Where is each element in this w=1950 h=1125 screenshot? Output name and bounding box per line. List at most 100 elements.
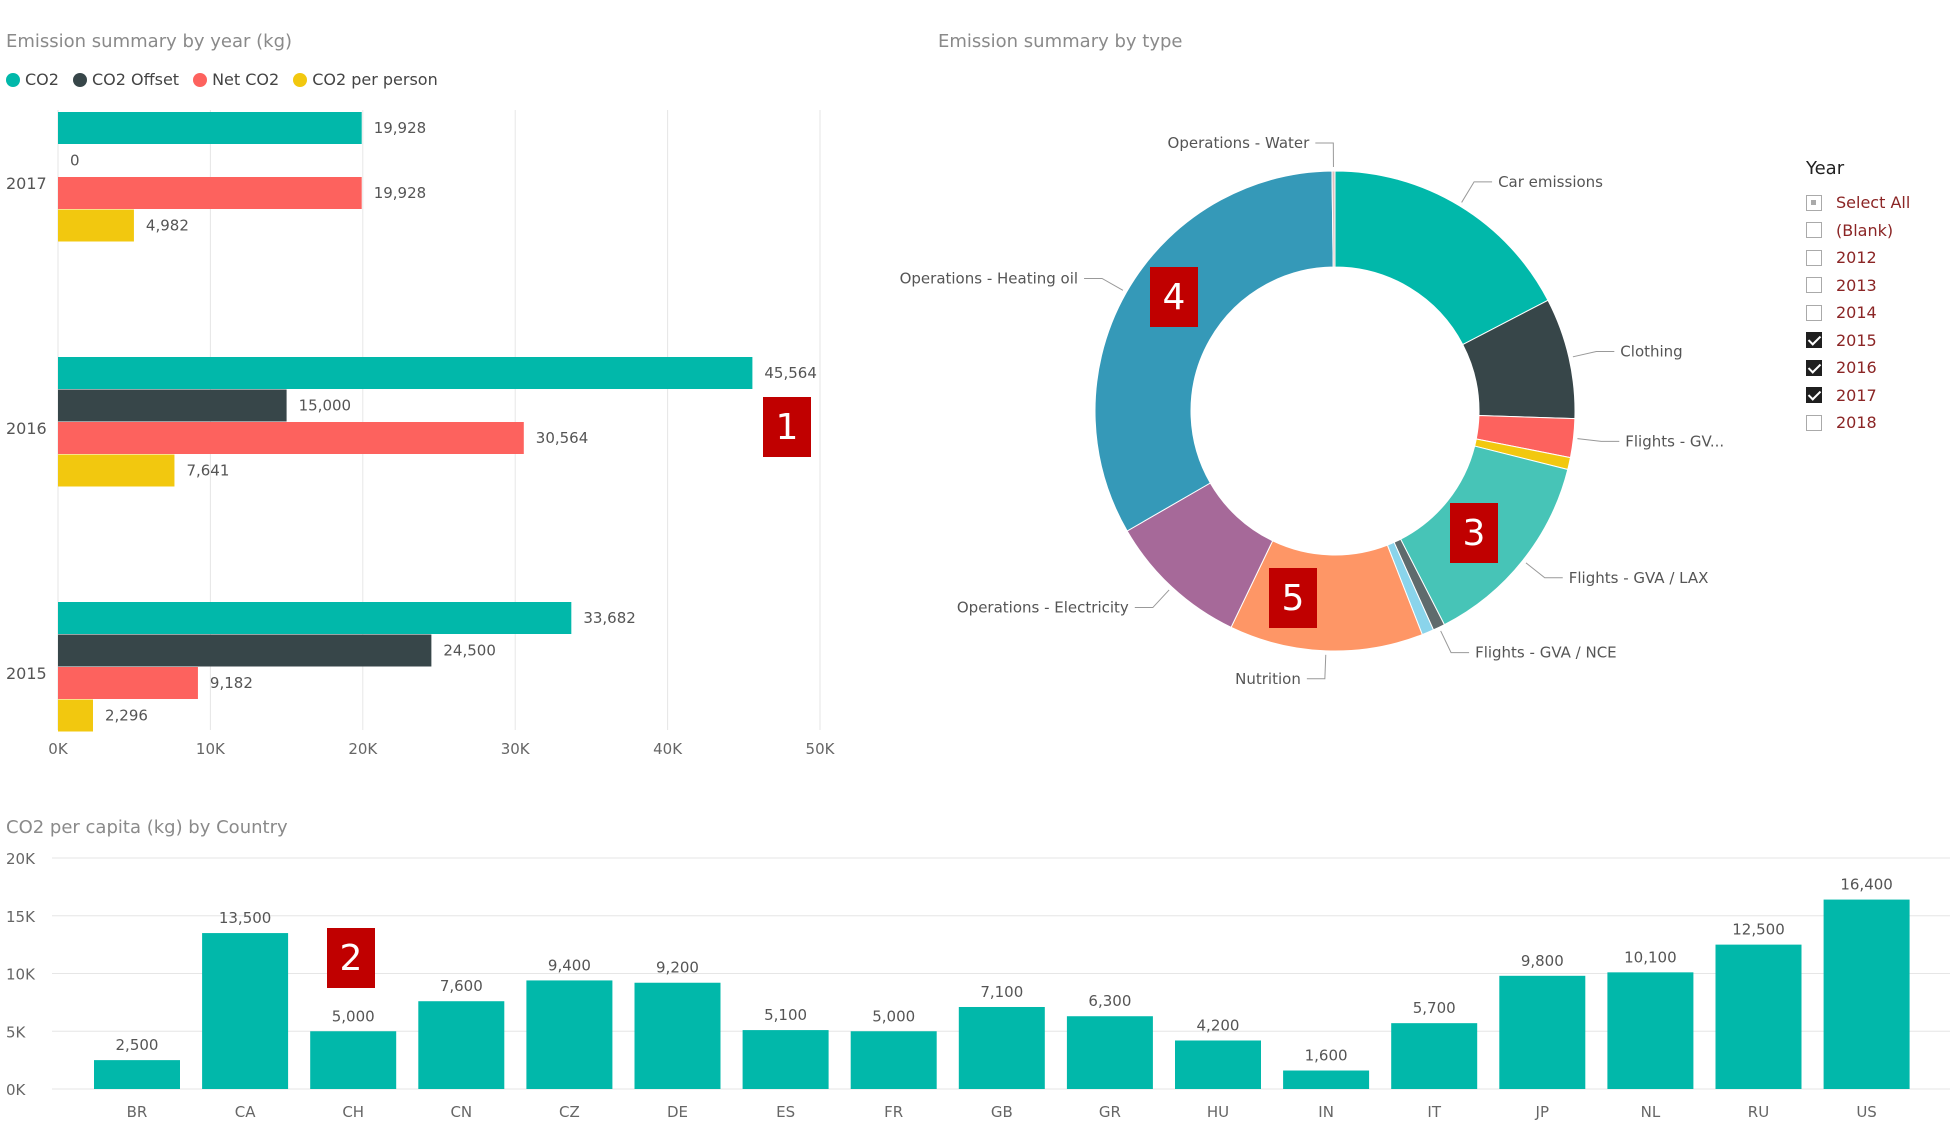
slicer-item[interactable]: 2018 xyxy=(1806,409,1946,437)
slicer-item[interactable]: 2017 xyxy=(1806,382,1946,410)
data-label: 30,564 xyxy=(536,429,589,447)
data-label: 33,682 xyxy=(583,609,636,627)
x-category-label: IN xyxy=(1318,1103,1334,1121)
bar-co2 xyxy=(58,112,362,144)
x-category-label: JP xyxy=(1535,1103,1549,1121)
checkbox[interactable] xyxy=(1806,414,1822,431)
slicer-item-label: 2018 xyxy=(1836,413,1877,433)
slicer-item[interactable]: 2015 xyxy=(1806,327,1946,355)
legend-dot-co2-per-person xyxy=(293,72,308,87)
emission-by-type-donut: Car emissions Clothing Flights - GV... Flig… xyxy=(900,134,1724,688)
data-label: 4,982 xyxy=(146,217,189,235)
chart-title-by-country: CO2 per capita (kg) by Country xyxy=(6,817,288,838)
bar-co2-per-person xyxy=(58,209,134,242)
x-category-label: HU xyxy=(1207,1103,1229,1121)
slice-label: Operations - Water xyxy=(1168,134,1311,152)
slicer-item[interactable]: 2013 xyxy=(1806,272,1946,300)
country-bar xyxy=(310,1031,397,1089)
data-label: 0 xyxy=(70,152,80,170)
x-tick-label: 40K xyxy=(653,740,683,758)
annotation-marker-1: 1 xyxy=(763,397,811,457)
y-category-label: 2015 xyxy=(6,664,47,683)
leader-line xyxy=(1306,654,1327,680)
x-category-label: GB xyxy=(991,1103,1013,1121)
data-label: 7,641 xyxy=(186,462,229,480)
country-bar xyxy=(1391,1023,1478,1089)
legend-dot-net-co2 xyxy=(193,72,208,87)
slicer-item[interactable]: (Blank) xyxy=(1806,217,1946,245)
annotation-marker-3: 3 xyxy=(1450,503,1498,563)
y-tick-label: 10K xyxy=(6,966,36,984)
data-label: 5,700 xyxy=(1413,999,1456,1017)
data-label: 6,300 xyxy=(1088,992,1131,1010)
slicer-item-label: 2012 xyxy=(1836,248,1877,268)
x-category-label: ES xyxy=(776,1103,795,1121)
leader-line xyxy=(1572,350,1615,358)
x-category-label: NL xyxy=(1641,1103,1661,1121)
leader-line xyxy=(1461,181,1493,203)
slicer-item-label: 2016 xyxy=(1836,358,1877,378)
country-bar xyxy=(1499,975,1586,1089)
legend-dot-co2 xyxy=(6,72,20,87)
chart-title-by-year: Emission summary by year (kg) xyxy=(6,31,293,52)
country-bar xyxy=(850,1031,937,1089)
chart-title-by-type: Emission summary by type xyxy=(938,31,1183,52)
legend-by-year: CO2 CO2 Offset Net CO2 CO2 per person xyxy=(6,70,438,89)
x-category-label: RU xyxy=(1748,1103,1769,1121)
y-tick-label: 0K xyxy=(6,1081,27,1099)
bar-co2-offset xyxy=(58,634,432,667)
checkbox[interactable] xyxy=(1806,359,1822,376)
legend-item-co2[interactable]: CO2 xyxy=(6,70,59,89)
slicer-item[interactable]: 2016 xyxy=(1806,354,1946,382)
checkbox[interactable] xyxy=(1806,332,1822,349)
data-label: 9,800 xyxy=(1521,952,1564,970)
checkbox[interactable] xyxy=(1806,222,1822,239)
country-bar xyxy=(1715,944,1802,1089)
bar-net-co2 xyxy=(58,667,198,699)
country-bar xyxy=(958,1006,1045,1089)
data-label: 19,928 xyxy=(374,184,427,202)
slicer-item[interactable]: Select All xyxy=(1806,189,1946,217)
slice-label: Nutrition xyxy=(1235,670,1301,688)
country-bar xyxy=(1283,1070,1370,1089)
data-label: 4,200 xyxy=(1197,1016,1240,1034)
x-category-label: GR xyxy=(1099,1103,1121,1121)
checkbox[interactable] xyxy=(1806,194,1822,211)
checkbox[interactable] xyxy=(1806,387,1822,404)
slice-label: Flights - GV... xyxy=(1625,432,1724,450)
year-slicer: Year Select All (Blank) 2012 2013 2014 2015 20… xyxy=(1806,158,1946,437)
legend-dot-co2-offset xyxy=(72,72,87,87)
data-label: 13,500 xyxy=(219,909,272,927)
slicer-item-label: Select All xyxy=(1836,193,1911,213)
slicer-item[interactable]: 2014 xyxy=(1806,299,1946,327)
legend-label: CO2 Offset xyxy=(91,70,180,89)
x-tick-label: 10K xyxy=(196,740,226,758)
slice-label: Operations - Electricity xyxy=(957,599,1129,617)
annotation-marker-4: 4 xyxy=(1150,267,1198,327)
slice-label: Flights - GVA / NCE xyxy=(1475,644,1617,662)
checkbox[interactable] xyxy=(1806,277,1822,294)
country-bar xyxy=(526,980,613,1089)
bar-co2-per-person xyxy=(58,454,175,487)
slice-label: Flights - GVA / LAX xyxy=(1569,569,1709,587)
data-label: 7,600 xyxy=(440,977,483,995)
slicer-item[interactable]: 2012 xyxy=(1806,244,1946,272)
x-category-label: US xyxy=(1856,1103,1877,1121)
bar-net-co2 xyxy=(58,177,362,209)
bar-co2 xyxy=(58,357,753,389)
checkbox[interactable] xyxy=(1806,304,1822,321)
slice-label: Clothing xyxy=(1620,342,1682,360)
data-label: 1,600 xyxy=(1305,1047,1348,1065)
y-category-label: 2017 xyxy=(6,174,47,193)
bar-co2-offset xyxy=(58,389,287,422)
country-bar xyxy=(1066,1016,1153,1089)
legend-item-net-co2[interactable]: Net CO2 xyxy=(193,70,279,89)
legend-item-co2-per-person[interactable]: CO2 per person xyxy=(293,70,438,89)
bar-co2-per-person xyxy=(58,699,93,732)
data-label: 5,000 xyxy=(872,1007,915,1025)
checkbox[interactable] xyxy=(1806,249,1822,266)
data-label: 24,500 xyxy=(443,642,496,660)
legend-label: CO2 per person xyxy=(312,70,438,89)
legend-item-co2-offset[interactable]: CO2 Offset xyxy=(72,70,180,89)
data-label: 16,400 xyxy=(1840,876,1893,894)
